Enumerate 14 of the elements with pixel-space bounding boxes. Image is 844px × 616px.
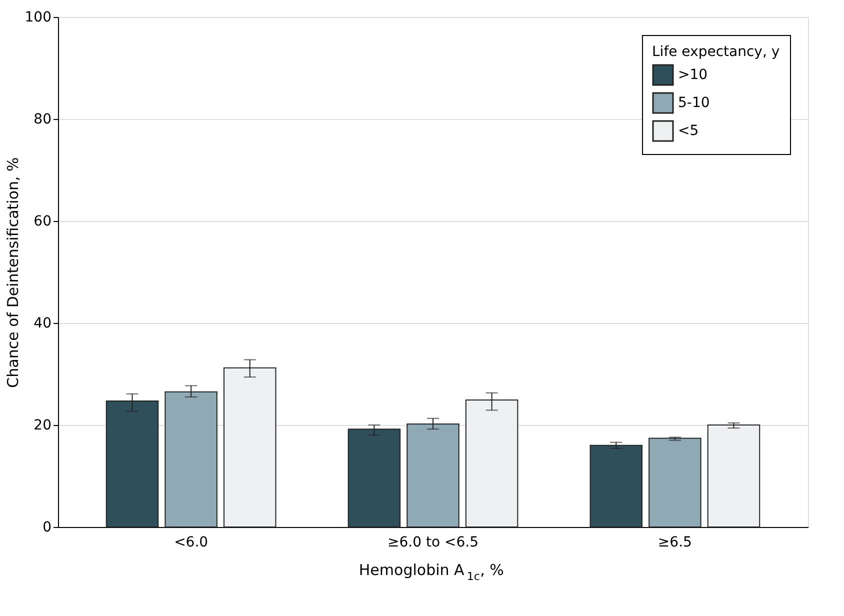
x-tick-label: ≥6.0 to <6.5 — [388, 534, 478, 550]
y-tick-label: 100 — [24, 10, 52, 26]
legend-label: 5-10 — [678, 95, 710, 111]
y-tick-label: 60 — [34, 214, 52, 230]
y-tick-label: 20 — [34, 418, 52, 434]
y-tick-label: 80 — [34, 112, 52, 128]
y-tick-label: 0 — [42, 520, 52, 536]
x-tick-label: ≥6.5 — [658, 534, 692, 550]
y-axis-title: Chance of Deintensification, % — [4, 157, 22, 388]
x-tick-label: <6.0 — [174, 534, 208, 550]
legend-title: Life expectancy, y — [652, 44, 780, 60]
y-tick-label: 40 — [34, 316, 52, 332]
legend-label: >10 — [678, 67, 708, 83]
legend-label: <5 — [678, 123, 699, 139]
